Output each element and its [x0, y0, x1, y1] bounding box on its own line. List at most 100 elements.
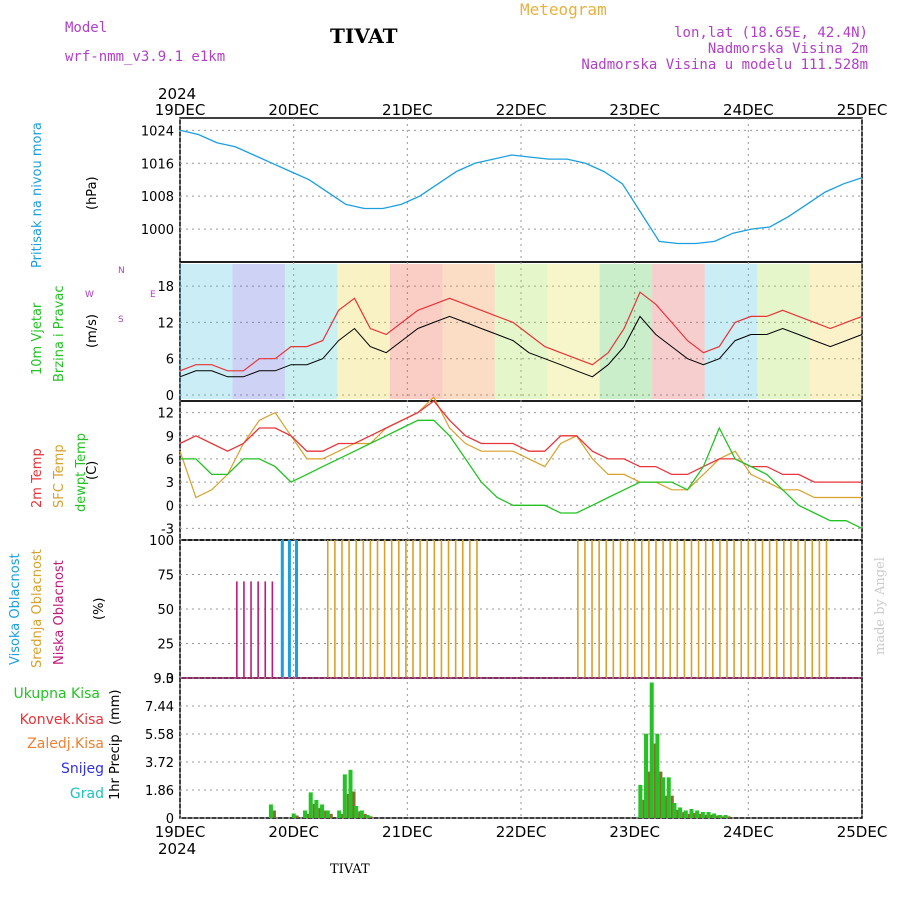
precip-bar-2 [303, 810, 308, 818]
ytick-1-3: 0 [166, 389, 174, 404]
footer-label: TIVAT [330, 862, 370, 877]
precip-conv-bar-14 [648, 771, 652, 818]
wind-band-11 [757, 264, 810, 399]
precip-bar-13 [638, 784, 643, 818]
compass-n: N [118, 266, 125, 276]
precip-conv-bar-3 [312, 803, 316, 818]
precip-bar-27 [717, 814, 722, 818]
date-top-6: 25DEC [837, 101, 888, 119]
precip-conv-bar-0 [272, 810, 276, 818]
precip-bar-8 [342, 774, 347, 818]
ytick-0-1: 1016 [141, 157, 174, 172]
wind-band-12 [809, 264, 862, 399]
chart-title: TIVAT [330, 24, 398, 48]
precip-bar-25 [706, 811, 711, 818]
temp-ylabel2: SFC Temp [52, 444, 67, 508]
date-bottom-2: 21DEC [382, 823, 433, 841]
dewpoint-line [180, 419, 863, 529]
pressure-ylabel: Pritisak na nivou mora [30, 122, 45, 268]
gust-line [179, 291, 863, 372]
model-name: wrf-nmm_v3.9.1 e1km [65, 49, 226, 65]
precip-ylabel: 1hr Precip [108, 734, 123, 800]
precip-conv-bar-9 [352, 791, 356, 818]
lonlat-label: lon,lat (18.65E, 42.4N) [674, 25, 868, 41]
ytick-3-0: 100 [149, 534, 174, 549]
ytick-4-5: 0 [166, 812, 174, 827]
precip-conv-bar-2 [307, 813, 311, 818]
ytick-0-0: 1024 [141, 124, 174, 139]
wind-band-6 [494, 264, 548, 399]
compass-s: S [118, 315, 124, 325]
date-top-4: 23DEC [609, 101, 660, 119]
ytick-3-2: 50 [157, 603, 174, 618]
precip-conv-bar-11 [363, 813, 367, 818]
wind-band-4 [389, 264, 443, 399]
date-bottom-0: 19DEC [155, 823, 206, 841]
ytick-3-1: 75 [157, 569, 174, 584]
ytick-1-2: 6 [166, 353, 174, 368]
precip-conv-bar-10 [358, 811, 362, 818]
precip-conv-bar-26 [716, 815, 720, 818]
precip-conv-bar-7 [341, 813, 345, 818]
year-bottom: 2024 [158, 840, 196, 858]
date-bottom-5: 24DEC [723, 823, 774, 841]
precip-bar-22 [689, 808, 694, 818]
precip-bar-3 [308, 792, 313, 818]
legend-hail: Grad [69, 786, 104, 802]
precip-bar-6 [325, 810, 330, 818]
wind-band-3 [337, 264, 390, 399]
pressure-line [179, 129, 863, 245]
precip-bar-23 [695, 810, 700, 818]
precip-bar-26 [712, 813, 717, 818]
precip-bar-0 [268, 804, 273, 818]
legend-snow: Snijeg [60, 761, 104, 777]
ytick-4-4: 1.86 [145, 784, 174, 799]
date-bottom-3: 22DEC [496, 823, 547, 841]
ytick-3-3: 25 [157, 638, 174, 653]
ytick-4-3: 3.72 [145, 756, 174, 771]
ytick-4-1: 7.44 [145, 700, 174, 715]
precip-bar-9 [348, 769, 353, 818]
date-bottom-4: 23DEC [609, 823, 660, 841]
wind-band-2 [284, 264, 338, 399]
precip-bar-11 [359, 810, 364, 818]
precip-conv-bar-4 [318, 808, 322, 818]
year-top: 2024 [158, 85, 196, 103]
precip-bar-1 [291, 813, 296, 818]
precip-bar-28 [723, 814, 728, 818]
precip-conv-bar-24 [704, 814, 708, 818]
precip-bar-16 [655, 733, 660, 818]
date-bottom-1: 20DEC [268, 823, 319, 841]
precip-conv-bar-25 [710, 814, 714, 818]
precip-bar-5 [320, 804, 325, 818]
precip-conv-bar-1 [295, 815, 299, 818]
wind-band-8 [599, 264, 653, 399]
ytick-0-2: 1008 [141, 190, 174, 205]
date-top-0: 19DEC [155, 101, 206, 119]
precip-bar-24 [700, 811, 705, 818]
wind-unit: (m/s) [85, 314, 100, 348]
ytick-4-0: 9.3 [153, 672, 174, 687]
wind-band-10 [704, 264, 758, 399]
precip-bar-7 [337, 810, 342, 818]
ytick-2-5: -3 [161, 522, 174, 537]
legend-frozen: Zaledj.Kisa [27, 736, 104, 752]
compass-e: E [150, 290, 156, 300]
precip-conv-bar-17 [665, 795, 669, 818]
wind-ylabel2: Brzina i Pravac [52, 285, 67, 382]
precip-bar-12 [365, 814, 370, 818]
precip-conv-bar-6 [329, 813, 333, 818]
precip-conv-bar-21 [687, 813, 691, 818]
cloud-ylabel3: Niska Oblacnost [52, 560, 67, 665]
cloud-ylabel: Visoka Oblacnost [8, 553, 23, 665]
date-top-1: 20DEC [268, 101, 319, 119]
ytick-2-1: 9 [166, 430, 174, 445]
precip-conv-bar-13 [642, 799, 646, 818]
date-bottom-6: 25DEC [837, 823, 888, 841]
precip-conv-bar-20 [682, 812, 686, 818]
ytick-0-3: 1000 [141, 223, 174, 238]
cloud-ylabel2: Srednja Oblacnost [30, 549, 45, 668]
precip-conv-bar-18 [670, 795, 674, 818]
ytick-2-2: 6 [166, 453, 174, 468]
